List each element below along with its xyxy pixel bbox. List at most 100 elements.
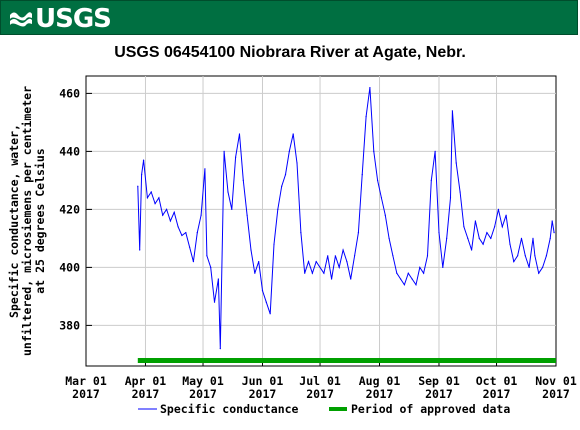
data-point <box>265 301 267 303</box>
data-point <box>423 272 425 274</box>
x-tick-label: 2017 <box>306 387 334 401</box>
data-point <box>442 266 444 268</box>
x-tick-label: Jun 01 <box>242 374 284 388</box>
data-point <box>137 185 139 187</box>
y-axis: 380 400 420 440 460 <box>59 86 92 332</box>
data-point <box>396 272 398 274</box>
data-point <box>242 179 244 181</box>
legend: Specific conductance Period of approved … <box>138 402 510 416</box>
data-point <box>501 226 503 228</box>
legend-label-approved-data: Period of approved data <box>351 402 510 416</box>
data-point <box>219 348 221 350</box>
series-line-specific-conductance <box>137 87 555 349</box>
grid <box>86 76 556 366</box>
data-point <box>307 261 310 263</box>
data-point <box>292 133 294 135</box>
data-point <box>553 232 555 234</box>
data-point <box>434 150 436 152</box>
x-tick-label: 2017 <box>483 387 511 401</box>
approved-data-bar <box>137 358 557 363</box>
data-point <box>213 301 216 303</box>
data-point <box>227 191 229 193</box>
data-point <box>478 237 480 239</box>
x-tick-label: 2017 <box>425 387 453 401</box>
data-point <box>392 255 394 257</box>
data-point <box>545 255 548 257</box>
data-point <box>142 159 145 161</box>
data-point <box>300 232 302 234</box>
data-point <box>330 278 333 280</box>
usgs-banner: USGS <box>0 0 578 35</box>
data-point <box>415 284 417 286</box>
data-point <box>532 237 534 239</box>
y-axis-label: Specific conductance, water, unfiltered,… <box>7 86 47 356</box>
data-point <box>217 278 219 280</box>
data-point <box>346 261 348 263</box>
data-point <box>206 255 208 257</box>
data-point <box>284 174 287 176</box>
data-point <box>365 116 367 118</box>
data-point <box>538 272 540 274</box>
data-point <box>139 249 141 251</box>
data-point <box>150 191 152 193</box>
data-point <box>269 313 271 315</box>
data-point <box>296 162 298 164</box>
x-tick-label: Sep 01 <box>418 374 460 388</box>
data-point <box>204 168 206 170</box>
data-point <box>250 249 252 251</box>
data-point <box>486 232 488 234</box>
y-tick-label: 400 <box>59 260 80 274</box>
data-point <box>235 156 237 158</box>
y-axis-label-line-2: unfiltered, microsiemens per centimeter <box>20 86 34 356</box>
data-point <box>517 255 519 257</box>
data-point <box>528 266 530 268</box>
data-point <box>373 150 375 152</box>
data-point <box>323 272 325 274</box>
data-point <box>438 232 440 234</box>
x-tick-label: Jul 01 <box>299 374 341 388</box>
x-tick-label: May 01 <box>182 374 224 388</box>
data-point <box>162 214 164 216</box>
y-tick-label: 420 <box>59 202 80 216</box>
data-point <box>327 255 329 257</box>
data-point <box>490 237 492 239</box>
y-tick-label: 380 <box>59 318 80 332</box>
data-point <box>196 232 198 234</box>
data-point <box>426 255 429 257</box>
data-point <box>524 255 526 257</box>
data-point <box>549 237 551 239</box>
data-point <box>384 214 386 216</box>
x-tick-label: Nov 01 <box>535 374 577 388</box>
data-point <box>223 150 225 152</box>
x-tick-label: 2017 <box>542 387 570 401</box>
data-point <box>380 197 383 199</box>
x-tick-label: 2017 <box>366 387 394 401</box>
usgs-logo-text: USGS <box>35 4 112 34</box>
y-axis-label-line-1: Specific conductance, water, <box>7 124 21 318</box>
x-tick-label: 2017 <box>72 387 100 401</box>
data-point <box>534 255 536 257</box>
legend-label-specific-conductance: Specific conductance <box>160 402 299 416</box>
data-point <box>210 266 212 268</box>
data-point <box>181 234 183 237</box>
data-point <box>261 290 264 292</box>
data-point <box>154 203 156 205</box>
y-tick-label: 440 <box>59 144 80 158</box>
usgs-logo[interactable]: USGS <box>9 4 112 34</box>
data-point <box>200 214 202 216</box>
data-point <box>342 249 344 251</box>
data-point <box>551 220 553 222</box>
series-group <box>137 87 557 363</box>
data-point <box>455 162 457 164</box>
y-axis-label-line-3: at 25 degrees Celsius <box>33 148 47 293</box>
data-point <box>311 272 313 274</box>
data-point <box>357 232 360 234</box>
data-point <box>474 220 477 222</box>
data-point <box>353 255 356 257</box>
data-point <box>273 243 275 245</box>
x-tick-label: 2017 <box>189 387 217 401</box>
data-point <box>467 237 469 239</box>
plot-frame <box>85 75 557 367</box>
